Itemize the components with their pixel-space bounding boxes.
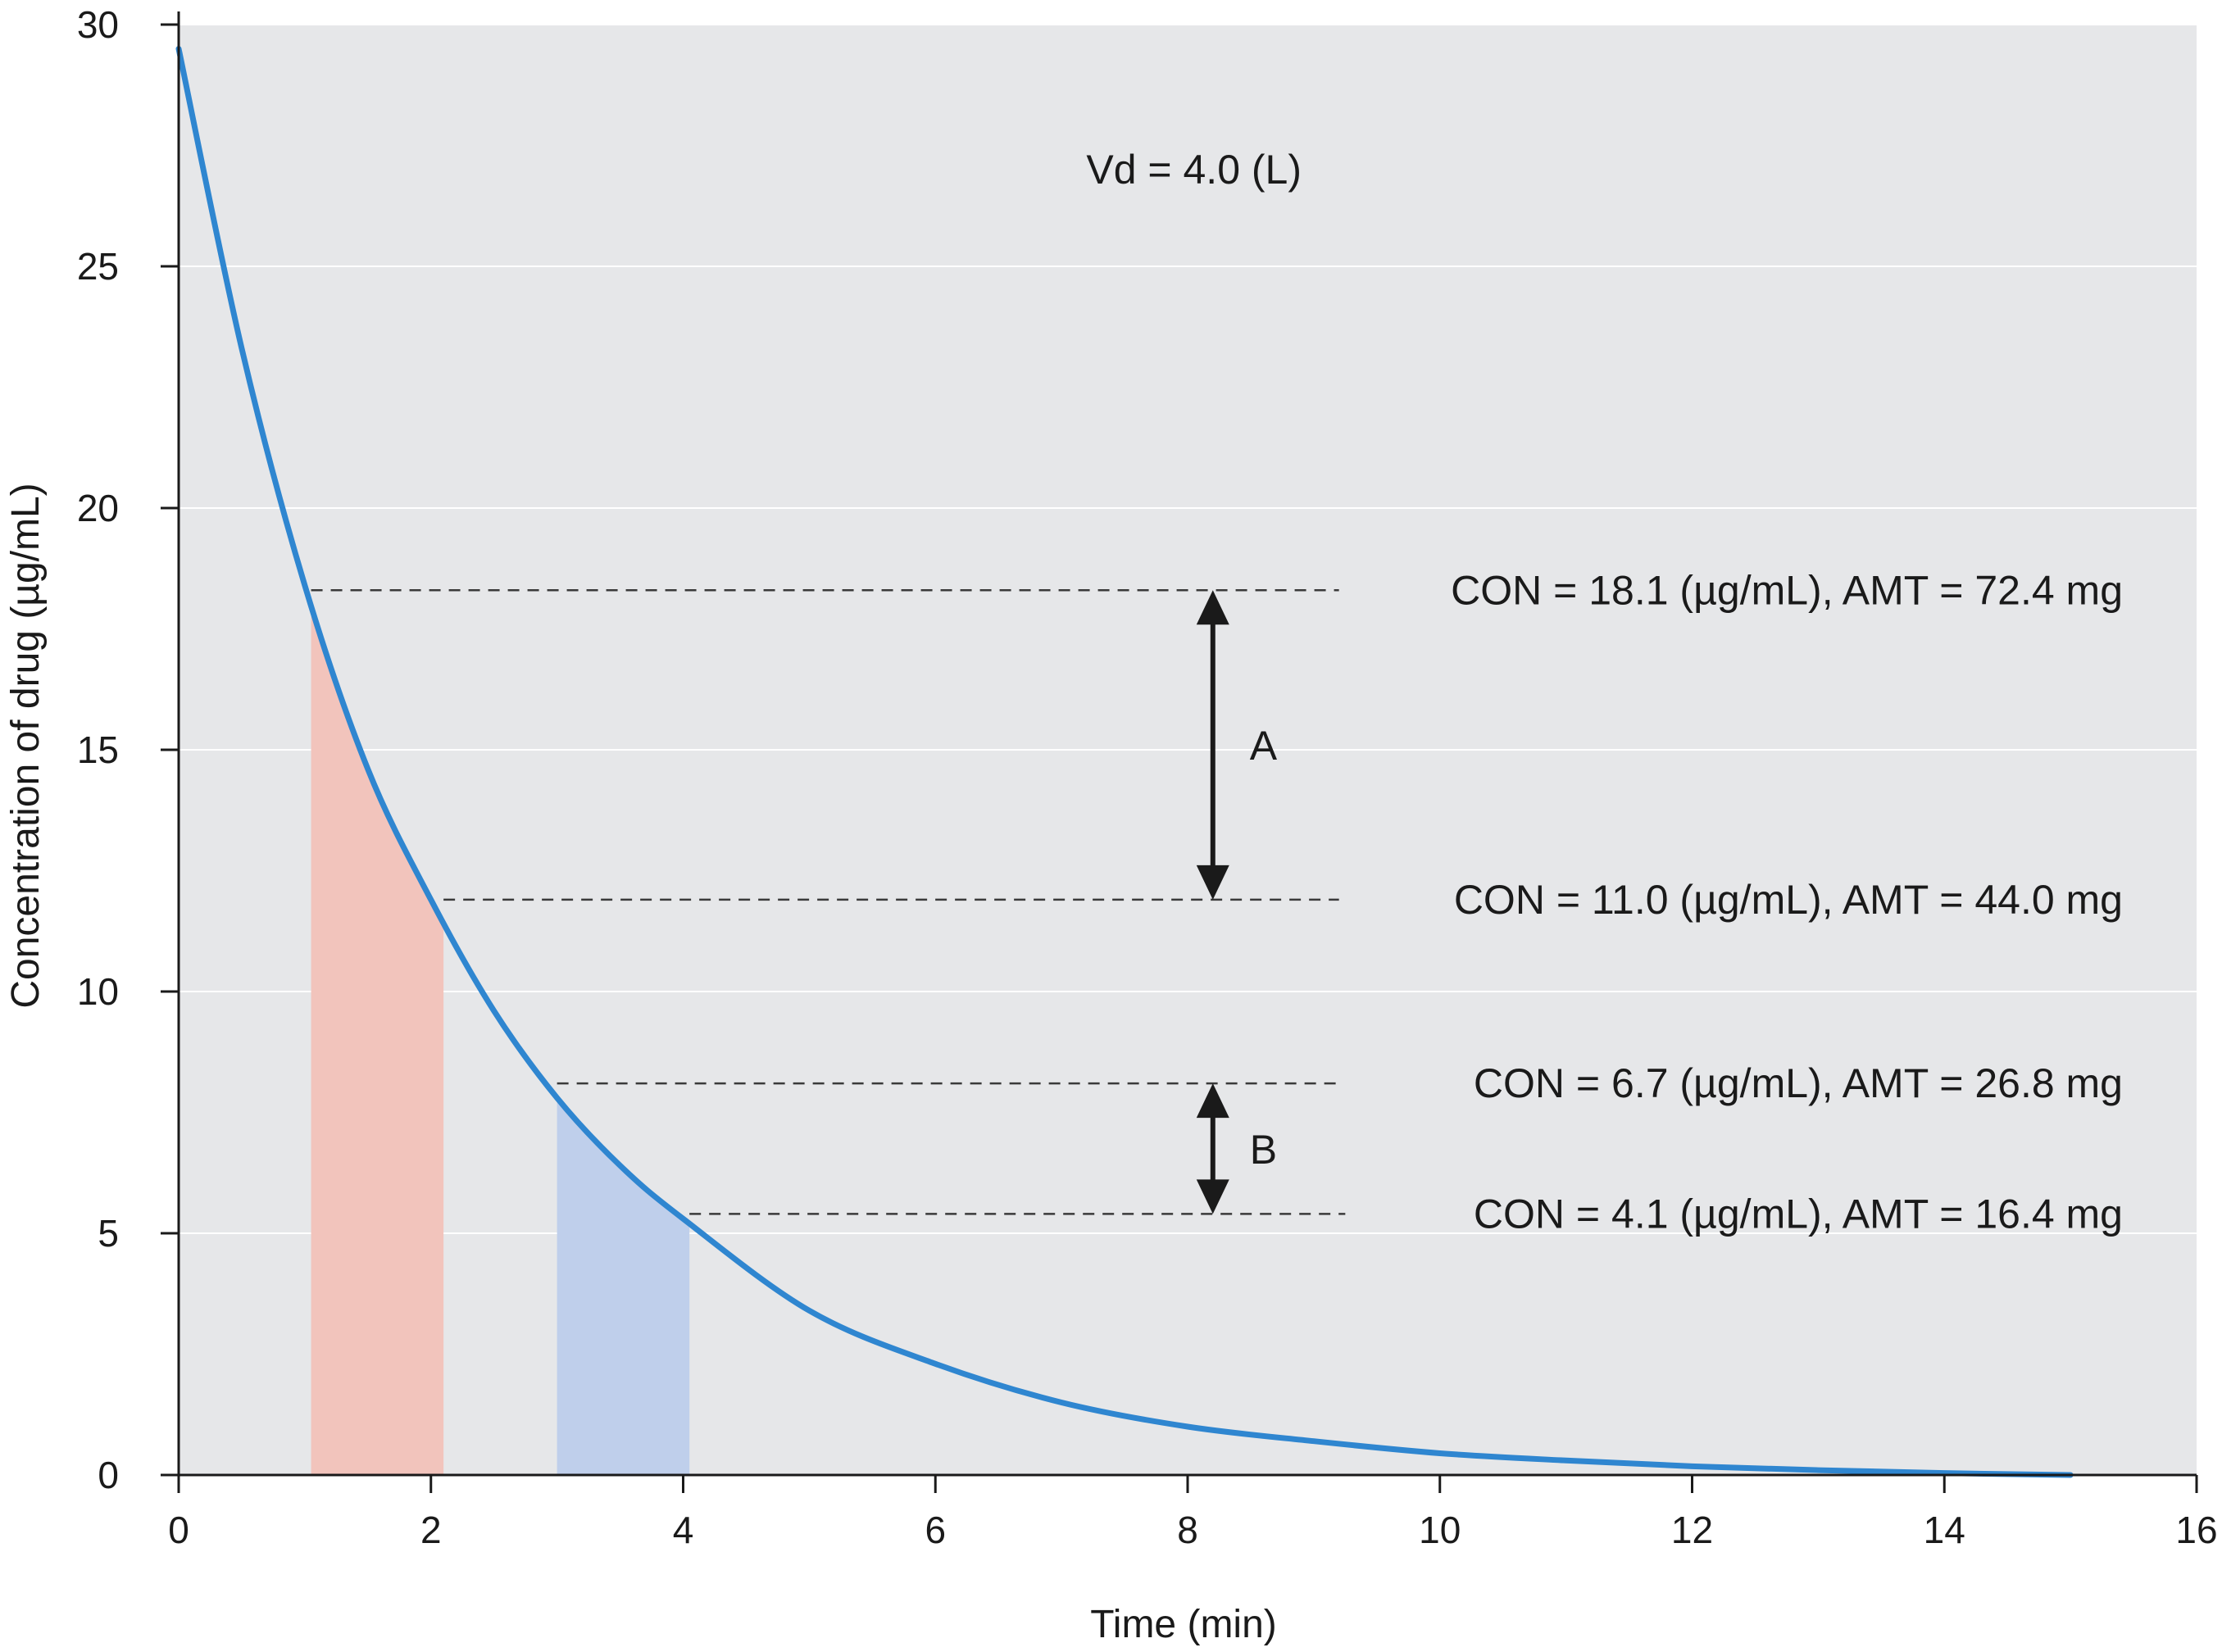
interval-label-A: A: [1250, 723, 1278, 769]
y-tick-label-5: 5: [98, 1212, 119, 1255]
reference-label-3: CON = 6.7 (µg/mL), AMT = 26.8 mg: [1474, 1060, 2123, 1106]
y-tick-label-30: 30: [77, 3, 119, 46]
x-tick-label-12: 12: [1671, 1509, 1713, 1551]
x-tick-label-6: 6: [925, 1509, 946, 1551]
y-axis-title: Concentration of drug (µg/mL): [4, 483, 48, 1008]
labels: CON = 18.1 (µg/mL), AMT = 72.4 mg CON = 1…: [1086, 147, 2123, 1237]
shaded-region-1: [311, 603, 444, 1475]
x-tick-label-2: 2: [420, 1509, 442, 1551]
annotation-1: Vd = 4.0 (L): [1086, 147, 1302, 193]
axes: 0 2 4 6 8 10 12 14 16 0 5 10 15 20 25 30: [77, 3, 2218, 1551]
gridlines: [179, 24, 2197, 1234]
y-tick-label-10: 10: [77, 970, 119, 1013]
reference-lines: [311, 589, 1346, 1215]
shaded-region-2: [557, 1097, 690, 1475]
reference-label-4: CON = 4.1 (µg/mL), AMT = 16.4 mg: [1474, 1191, 2123, 1237]
x-tick-label-0: 0: [168, 1509, 189, 1551]
interval-arrows: [1196, 590, 1229, 1214]
y-tick-label-0: 0: [98, 1454, 119, 1496]
x-tick-label-4: 4: [673, 1509, 694, 1551]
x-tick-label-8: 8: [1177, 1509, 1198, 1551]
y-tick-label-15: 15: [77, 728, 119, 771]
interval-arrow-A: [1196, 590, 1229, 900]
arrow-head-up: [1196, 590, 1229, 625]
x-tick-label-14: 14: [1924, 1509, 1965, 1551]
y-tick-label-25: 25: [77, 245, 119, 288]
y-tick-label-20: 20: [77, 487, 119, 529]
reference-label-1: CON = 18.1 (µg/mL), AMT = 72.4 mg: [1451, 567, 2123, 613]
shaded-regions: [311, 603, 690, 1475]
concentration-curve: [175, 46, 2074, 1478]
x-axis-title: Time (min): [1090, 1603, 1277, 1646]
arrow-head-down: [1196, 865, 1229, 900]
arrow-head-up: [1196, 1083, 1229, 1119]
interval-label-B: B: [1250, 1127, 1277, 1173]
reference-label-2: CON = 11.0 (µg/mL), AMT = 44.0 mg: [1454, 877, 2123, 923]
arrow-head-down: [1196, 1179, 1229, 1214]
x-tick-label-10: 10: [1419, 1509, 1461, 1551]
x-tick-label-16: 16: [2175, 1509, 2217, 1551]
interval-arrow-B: [1196, 1083, 1229, 1214]
